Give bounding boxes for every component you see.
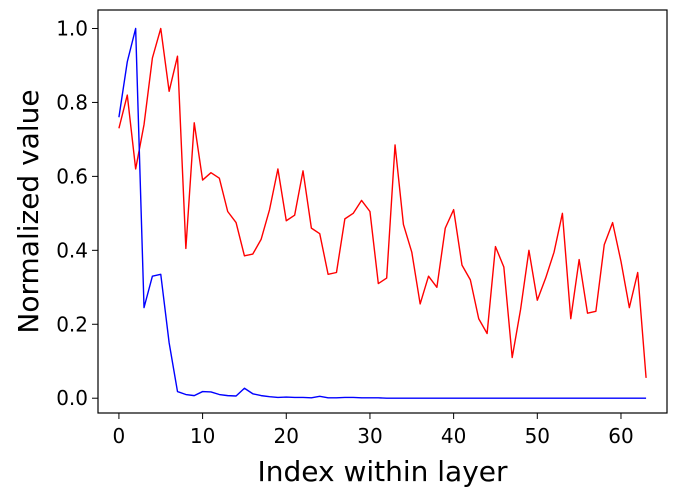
x-tick-label: 0 xyxy=(113,424,126,448)
series-lines xyxy=(118,27,647,399)
x-tick-label: 50 xyxy=(525,424,550,448)
series-line-2 xyxy=(118,27,647,399)
y-tick-label: 0.0 xyxy=(56,386,88,410)
x-tick-label: 30 xyxy=(357,424,382,448)
y-tick-label: 0.6 xyxy=(56,164,88,188)
x-tick-label: 20 xyxy=(274,424,299,448)
x-tick-label: 10 xyxy=(190,424,215,448)
y-axis-label: Normalized value xyxy=(12,89,45,333)
plot-area xyxy=(97,9,668,414)
x-axis-ticks: 0 10 20 30 40 50 60 xyxy=(113,413,634,448)
y-tick-label: 0.4 xyxy=(56,238,88,262)
x-tick-label: 40 xyxy=(441,424,466,448)
y-tick-label: 0.8 xyxy=(56,90,88,114)
x-axis-label: Index within layer xyxy=(257,455,508,488)
x-tick-label: 60 xyxy=(608,424,633,448)
y-tick-label: 1.0 xyxy=(56,16,88,40)
y-axis-ticks: 0.0 0.2 0.4 0.6 0.8 1.0 xyxy=(56,16,98,410)
y-tick-label: 0.2 xyxy=(56,312,88,336)
series-line-1 xyxy=(118,27,647,378)
